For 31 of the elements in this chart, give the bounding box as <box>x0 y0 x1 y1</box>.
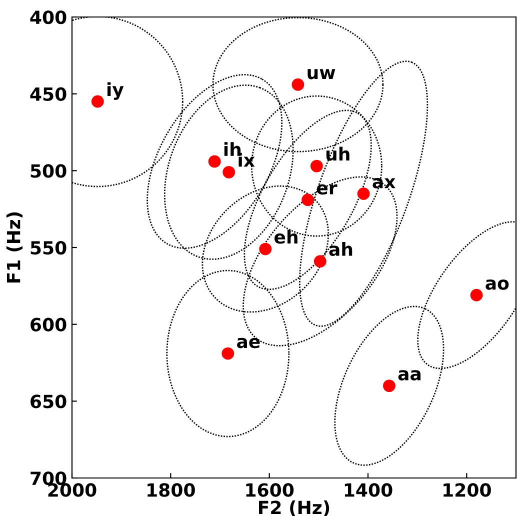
annotation: uh <box>326 146 350 161</box>
x-tick-label: 1200 <box>444 483 491 497</box>
y-tick-label: 600 <box>30 318 66 332</box>
y-tick-label: 400 <box>30 10 66 24</box>
point <box>222 166 236 178</box>
x-tick-label: 1600 <box>246 483 294 497</box>
point <box>208 155 221 168</box>
annotation: iy <box>108 82 124 100</box>
annotation: eh <box>274 230 298 244</box>
annotation: aa <box>398 370 420 380</box>
y-tick-label: 500 <box>30 164 66 178</box>
x-tick-label: 1800 <box>148 483 195 497</box>
y-tick-label: 450 <box>30 87 66 101</box>
x-axis-title: F2 (Hz) <box>259 500 330 516</box>
annotation: ah <box>329 242 352 256</box>
x-tick-label: 2000 <box>48 483 96 497</box>
annotation: uw <box>308 69 336 80</box>
point <box>222 347 234 360</box>
point <box>292 78 304 91</box>
point <box>357 188 370 200</box>
y-tick-label: 550 <box>30 240 66 255</box>
point <box>383 380 396 392</box>
y-axis-title: F1 (Hz) <box>6 212 23 282</box>
annotation: ih <box>224 142 241 156</box>
annotation: ae <box>237 338 260 348</box>
y-tick-label: 700 <box>30 471 66 486</box>
y-tick-label: 650 <box>30 394 66 408</box>
x-tick-label: 1400 <box>344 483 392 497</box>
annotation: ao <box>486 279 509 290</box>
point <box>302 194 314 206</box>
point <box>470 288 483 302</box>
